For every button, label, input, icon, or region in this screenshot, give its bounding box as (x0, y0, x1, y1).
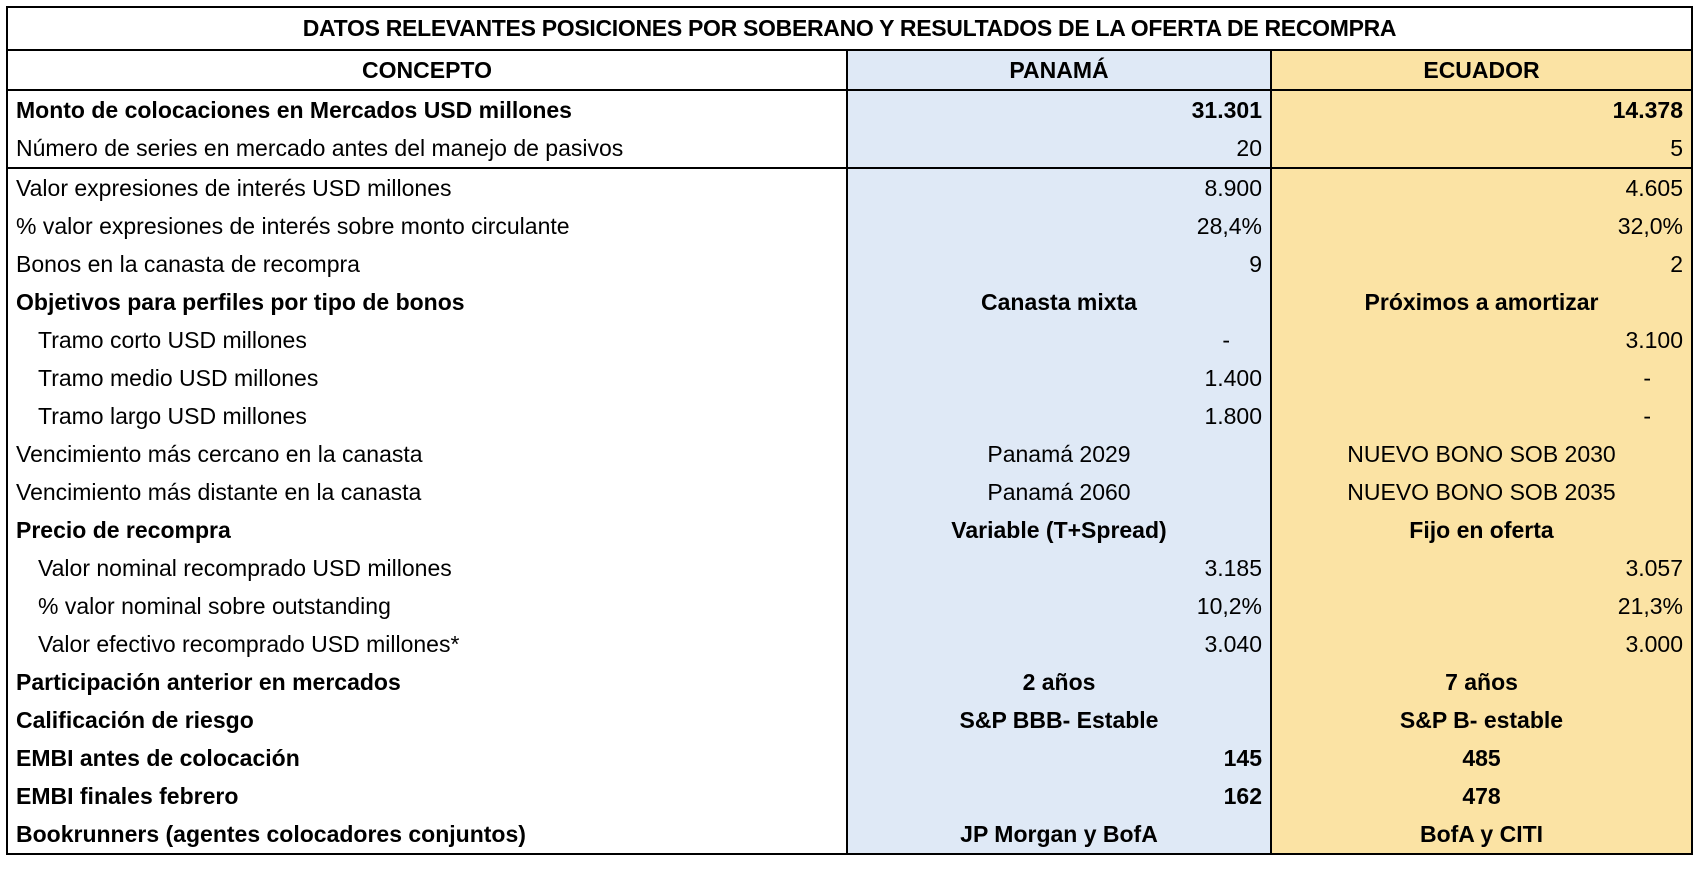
ecuador-value: Fijo en oferta (1270, 511, 1693, 549)
ecuador-value: 7 años (1270, 663, 1693, 701)
row-label: Precio de recompra (6, 511, 847, 549)
ecuador-value: 3.000 (1270, 625, 1693, 663)
sovereign-buyback-table: DATOS RELEVANTES POSICIONES POR SOBERANO… (6, 6, 1693, 855)
row-label: Valor expresiones de interés USD millone… (6, 168, 847, 207)
row-label: Bookrunners (agentes colocadores conjunt… (6, 815, 847, 855)
row-label: Vencimiento más distante en la canasta (6, 473, 847, 511)
panama-value: 28,4% (846, 207, 1271, 245)
table-row: Bookrunners (agentes colocadores conjunt… (6, 815, 1693, 855)
panama-value: Panamá 2029 (846, 435, 1271, 473)
row-label: Valor efectivo recomprado USD millones* (6, 625, 847, 663)
row-label: Calificación de riesgo (6, 701, 847, 739)
row-label: Tramo medio USD millones (6, 359, 847, 397)
ecuador-value: 5 (1270, 129, 1693, 169)
header-ecuador: ECUADOR (1270, 50, 1693, 91)
panama-value: 9 (846, 245, 1271, 283)
panama-value: S&P BBB- Estable (846, 701, 1271, 739)
panama-value: Variable (T+Spread) (846, 511, 1271, 549)
row-label: Bonos en la canasta de recompra (6, 245, 847, 283)
row-label: % valor expresiones de interés sobre mon… (6, 207, 847, 245)
ecuador-value: 485 (1270, 739, 1693, 777)
row-label: Tramo largo USD millones (6, 397, 847, 435)
ecuador-value: Próximos a amortizar (1270, 283, 1693, 321)
table-row: % valor nominal sobre outstanding 10,2% … (6, 587, 1693, 625)
data-table-container: DATOS RELEVANTES POSICIONES POR SOBERANO… (6, 6, 1693, 855)
table-row: Valor expresiones de interés USD millone… (6, 168, 1693, 207)
panama-value: 3.040 (846, 625, 1271, 663)
table-row: Número de series en mercado antes del ma… (6, 129, 1693, 169)
table-row: Valor nominal recomprado USD millones 3.… (6, 549, 1693, 587)
table-row: EMBI antes de colocación 145 485 (6, 739, 1693, 777)
ecuador-value: S&P B- estable (1270, 701, 1693, 739)
table-row: Precio de recompra Variable (T+Spread) F… (6, 511, 1693, 549)
ecuador-value: 32,0% (1270, 207, 1693, 245)
row-label: EMBI finales febrero (6, 777, 847, 815)
row-label: Monto de colocaciones en Mercados USD mi… (6, 90, 847, 129)
panama-value: 8.900 (846, 168, 1271, 207)
ecuador-value: BofA y CITI (1270, 815, 1693, 855)
table-row: Calificación de riesgo S&P BBB- Estable … (6, 701, 1693, 739)
panama-value: 10,2% (846, 587, 1271, 625)
row-label: Vencimiento más cercano en la canasta (6, 435, 847, 473)
ecuador-value: NUEVO BONO SOB 2035 (1270, 473, 1693, 511)
panama-value: 20 (846, 129, 1271, 169)
table-row: Participación anterior en mercados 2 año… (6, 663, 1693, 701)
panama-value: Panamá 2060 (846, 473, 1271, 511)
header-panama: PANAMÁ (846, 50, 1271, 91)
ecuador-value: - (1270, 359, 1693, 397)
ecuador-value: 14.378 (1270, 90, 1693, 129)
row-label: Tramo corto USD millones (6, 321, 847, 359)
panama-value: 2 años (846, 663, 1271, 701)
panama-value: 162 (846, 777, 1271, 815)
panama-value: 3.185 (846, 549, 1271, 587)
row-label: Objetivos para perfiles por tipo de bono… (6, 283, 847, 321)
table-row: Vencimiento más distante en la canasta P… (6, 473, 1693, 511)
ecuador-value: 478 (1270, 777, 1693, 815)
ecuador-value: 4.605 (1270, 168, 1693, 207)
table-row: Valor efectivo recomprado USD millones* … (6, 625, 1693, 663)
table-title: DATOS RELEVANTES POSICIONES POR SOBERANO… (6, 6, 1693, 51)
table-row: Objetivos para perfiles por tipo de bono… (6, 283, 1693, 321)
table-row: Tramo medio USD millones 1.400 - (6, 359, 1693, 397)
table-row: EMBI finales febrero 162 478 (6, 777, 1693, 815)
panama-value: JP Morgan y BofA (846, 815, 1271, 855)
ecuador-value: 2 (1270, 245, 1693, 283)
ecuador-value: 3.057 (1270, 549, 1693, 587)
panama-value: 31.301 (846, 90, 1271, 129)
panama-value: - (846, 321, 1271, 359)
table-row: Tramo corto USD millones - 3.100 (6, 321, 1693, 359)
panama-value: Canasta mixta (846, 283, 1271, 321)
row-label: Valor nominal recomprado USD millones (6, 549, 847, 587)
ecuador-value: NUEVO BONO SOB 2030 (1270, 435, 1693, 473)
ecuador-value: 21,3% (1270, 587, 1693, 625)
row-label: % valor nominal sobre outstanding (6, 587, 847, 625)
panama-value: 1.800 (846, 397, 1271, 435)
table-row: Bonos en la canasta de recompra 9 2 (6, 245, 1693, 283)
row-label: Participación anterior en mercados (6, 663, 847, 701)
table-row: Monto de colocaciones en Mercados USD mi… (6, 90, 1693, 129)
table-row: Tramo largo USD millones 1.800 - (6, 397, 1693, 435)
ecuador-value: 3.100 (1270, 321, 1693, 359)
header-concepto: CONCEPTO (6, 50, 847, 91)
panama-value: 1.400 (846, 359, 1271, 397)
title-row: DATOS RELEVANTES POSICIONES POR SOBERANO… (6, 6, 1693, 51)
ecuador-value: - (1270, 397, 1693, 435)
row-label: Número de series en mercado antes del ma… (6, 129, 847, 169)
panama-value: 145 (846, 739, 1271, 777)
table-row: Vencimiento más cercano en la canasta Pa… (6, 435, 1693, 473)
table-row: % valor expresiones de interés sobre mon… (6, 207, 1693, 245)
header-row: CONCEPTO PANAMÁ ECUADOR (6, 50, 1693, 91)
row-label: EMBI antes de colocación (6, 739, 847, 777)
